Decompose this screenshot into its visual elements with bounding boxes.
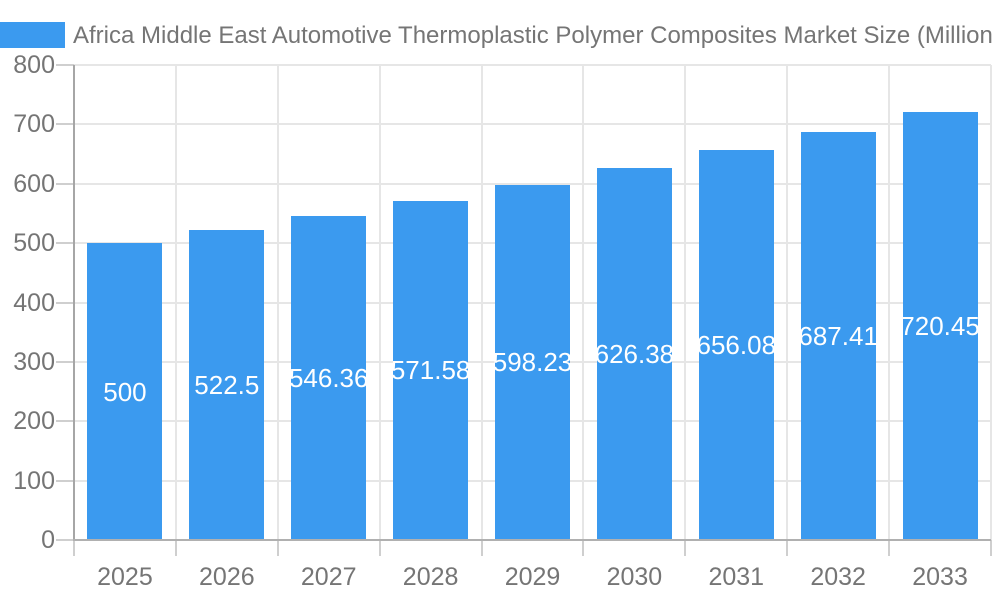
y-gridline [74, 64, 991, 66]
x-gridline [888, 65, 891, 540]
x-gridline [378, 65, 381, 540]
y-axis-label: 300 [13, 347, 55, 376]
y-axis-label: 200 [13, 407, 55, 436]
bar-value-label: 687.41 [798, 320, 878, 351]
bar-2028[interactable] [393, 200, 469, 540]
x-gridline [990, 65, 992, 540]
y-axis-tick [56, 420, 74, 423]
bar-value-label: 500 [103, 376, 147, 407]
y-axis-tick [56, 539, 74, 541]
bar-value-label: 546.36 [288, 362, 369, 393]
x-gridline [582, 65, 585, 540]
y-axis-tick [56, 479, 74, 482]
bar-2026[interactable] [189, 229, 265, 540]
x-axis-label: 2032 [810, 563, 866, 591]
x-axis-tick [480, 540, 483, 556]
legend-swatch [0, 22, 65, 48]
y-axis-tick [56, 123, 74, 126]
x-axis-tick [684, 540, 687, 556]
x-axis-baseline [73, 539, 991, 541]
x-gridline [174, 65, 177, 540]
x-axis-label: 2025 [97, 563, 153, 591]
bar-value-label: 720.45 [900, 311, 980, 342]
y-axis-label: 100 [13, 466, 55, 495]
y-axis-label: 700 [13, 110, 55, 139]
x-axis-tick [276, 540, 279, 556]
x-axis-tick [378, 540, 381, 556]
x-axis-tick [786, 540, 789, 556]
bar-2030[interactable] [596, 168, 672, 540]
bar-2031[interactable] [698, 150, 774, 540]
x-axis-tick [990, 540, 992, 556]
y-gridline [74, 182, 991, 185]
x-axis-tick [582, 540, 585, 556]
x-axis-tick [888, 540, 891, 556]
chart-title: Africa Middle East Automotive Thermoplas… [73, 22, 993, 48]
bar-2025[interactable] [87, 243, 163, 540]
y-axis-tick [56, 301, 74, 304]
bar-2029[interactable] [495, 184, 570, 540]
y-gridline [74, 123, 991, 126]
x-axis-label: 2030 [606, 563, 663, 591]
y-axis-tick [56, 64, 74, 66]
y-axis-tick [56, 182, 74, 185]
x-gridline [684, 65, 687, 540]
x-axis-tick [174, 540, 177, 556]
x-axis-label: 2027 [300, 563, 357, 591]
bar-value-label: 571.58 [390, 355, 471, 386]
x-axis-label: 2029 [504, 563, 561, 591]
y-axis-label: 0 [41, 526, 55, 554]
y-axis-tick [56, 360, 74, 363]
y-axis-tick [56, 242, 74, 245]
y-axis-label: 600 [13, 169, 55, 198]
bar-value-label: 598.23 [492, 347, 573, 378]
x-axis-label: 2033 [912, 563, 968, 591]
bar-2027[interactable] [291, 215, 367, 540]
x-gridline [276, 65, 279, 540]
bar-value-label: 522.5 [194, 369, 260, 400]
x-axis-tick [73, 540, 75, 556]
y-axis-label: 500 [13, 229, 55, 258]
x-gridline [480, 65, 483, 540]
x-gridline [786, 65, 789, 540]
y-axis-label: 400 [13, 288, 55, 317]
bar-value-label: 626.38 [594, 339, 675, 370]
x-axis-label: 2026 [199, 563, 255, 591]
x-axis-label: 2031 [708, 563, 765, 591]
bar-2032[interactable] [800, 131, 876, 540]
y-axis-line [73, 65, 75, 541]
bar-2033[interactable] [902, 112, 978, 540]
x-axis-label: 2028 [402, 563, 459, 591]
y-axis-label: 800 [13, 51, 55, 79]
bar-value-label: 656.08 [696, 330, 777, 361]
